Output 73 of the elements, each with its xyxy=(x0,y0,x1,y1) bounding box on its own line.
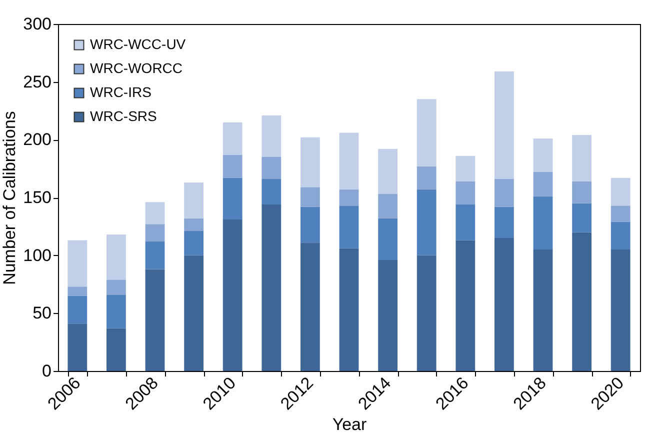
legend-label: WRC-WORCC xyxy=(90,60,183,76)
y-tick-label: 150 xyxy=(23,188,52,207)
bar xyxy=(416,189,436,256)
bar xyxy=(610,222,630,250)
bar xyxy=(533,172,553,196)
bar xyxy=(184,218,204,232)
bar xyxy=(106,294,126,328)
bar xyxy=(184,231,204,256)
bar xyxy=(106,328,126,371)
bar xyxy=(222,154,242,178)
y-axis-title: Number of Calibrations xyxy=(0,111,20,285)
bar xyxy=(184,255,204,371)
bar xyxy=(262,204,282,371)
bar xyxy=(572,135,592,182)
bar xyxy=(145,269,165,371)
y-tick-label: 200 xyxy=(23,130,52,150)
legend-label: WRC-IRS xyxy=(90,84,152,100)
bar xyxy=(222,122,242,155)
bar xyxy=(533,250,553,371)
bar xyxy=(378,148,398,194)
y-tick-label: 100 xyxy=(23,246,52,265)
bar xyxy=(494,178,514,207)
bar xyxy=(456,240,476,371)
bar xyxy=(378,260,398,371)
bar xyxy=(456,204,476,240)
bar xyxy=(68,286,88,296)
x-axis-title: Year xyxy=(332,414,368,433)
bar xyxy=(610,206,630,222)
bar xyxy=(262,157,282,179)
bar xyxy=(68,296,88,324)
bar xyxy=(416,99,436,166)
legend-label: WRC-SRS xyxy=(90,108,157,124)
bar xyxy=(339,132,359,190)
bar xyxy=(145,224,165,242)
y-tick-label: 0 xyxy=(42,362,52,380)
bar xyxy=(533,138,553,172)
bar xyxy=(456,156,476,182)
bar xyxy=(456,181,476,204)
bar xyxy=(572,232,592,371)
bar xyxy=(339,206,359,248)
bar xyxy=(145,241,165,270)
bar xyxy=(339,248,359,371)
bar xyxy=(106,234,126,280)
bar xyxy=(416,255,436,371)
bar xyxy=(494,206,514,238)
bar xyxy=(68,240,88,287)
bar xyxy=(378,194,398,218)
bar xyxy=(494,238,514,371)
bar xyxy=(222,219,242,371)
bar xyxy=(300,187,320,207)
y-tick-label: 250 xyxy=(23,72,52,92)
bar xyxy=(145,202,165,224)
bar xyxy=(262,178,282,204)
bar xyxy=(300,242,320,371)
bar xyxy=(610,178,630,206)
bar xyxy=(184,182,204,218)
bar xyxy=(106,280,126,295)
bar xyxy=(222,178,242,220)
bar xyxy=(300,137,320,188)
y-tick-label: 50 xyxy=(32,304,52,323)
bar xyxy=(416,166,436,190)
bar xyxy=(533,196,553,250)
bar xyxy=(610,250,630,371)
bar xyxy=(572,203,592,232)
bar xyxy=(572,181,592,204)
y-tick-label: 300 xyxy=(23,14,52,34)
legend-label: WRC-WCC-UV xyxy=(90,36,186,52)
bar xyxy=(339,189,359,206)
bar xyxy=(262,115,282,158)
bar xyxy=(378,218,398,260)
bar xyxy=(300,206,320,243)
bar xyxy=(68,324,88,371)
bar xyxy=(494,71,514,179)
